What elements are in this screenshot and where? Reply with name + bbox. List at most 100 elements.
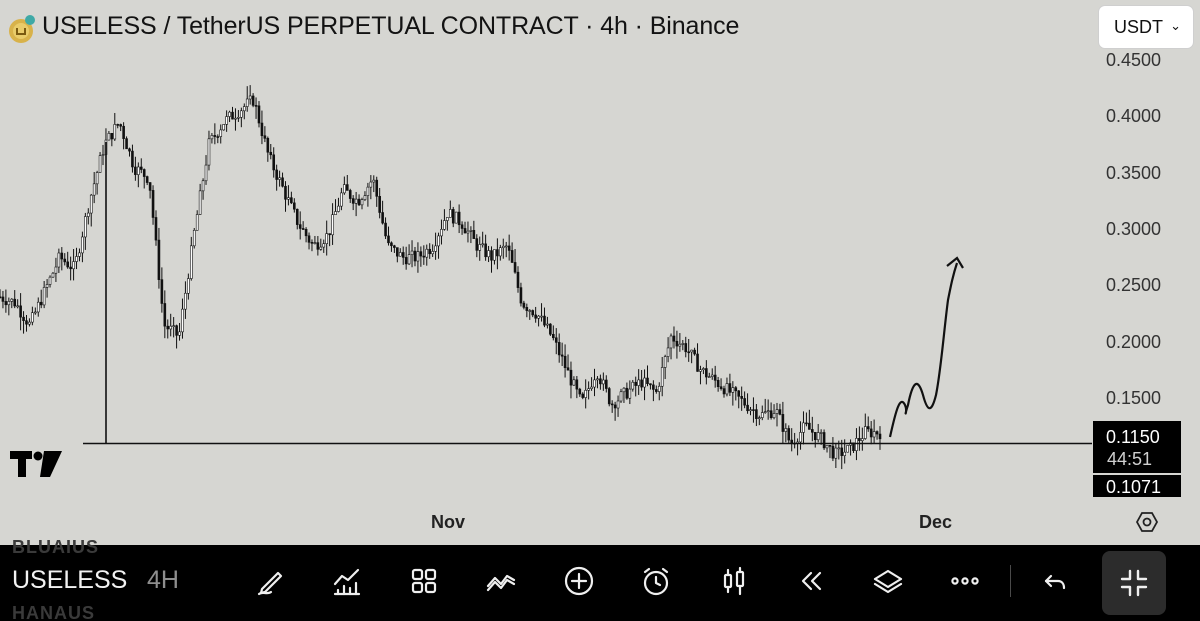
chevron-down-icon: ⌄ (1170, 18, 1181, 33)
candle-body (84, 216, 87, 238)
candle-body (219, 129, 223, 137)
exit-fullscreen-button[interactable] (1102, 551, 1166, 615)
low-price-label: 0.1071 (1106, 477, 1161, 497)
candle-body (478, 244, 482, 251)
candle-body (131, 150, 134, 168)
candle-body (607, 388, 611, 405)
candle-body (4, 301, 8, 306)
candle-body (678, 343, 682, 347)
candle-body (693, 349, 696, 355)
indicators-icon[interactable] (323, 557, 371, 605)
candle-body (463, 228, 467, 234)
candle-body (166, 325, 170, 330)
candle-body (560, 354, 564, 357)
candle-body (66, 261, 69, 268)
candle-body (290, 197, 293, 204)
currency-select[interactable]: USDT ⌄ (1099, 6, 1193, 48)
replay-icon[interactable] (787, 557, 835, 605)
candle-body (522, 302, 526, 308)
candle-body (295, 208, 299, 225)
candle-body (743, 398, 746, 406)
drawing-pen-icon[interactable] (246, 557, 294, 605)
candle-body (616, 400, 620, 409)
candle-body (510, 250, 514, 263)
candle-body (154, 217, 158, 241)
candle-body (396, 247, 399, 257)
candle-body (584, 389, 587, 398)
candle-body (213, 135, 217, 137)
candle-body (778, 409, 782, 415)
candle-body (222, 124, 225, 131)
candle-body (516, 271, 520, 288)
candle-body (313, 242, 317, 244)
candle-body (828, 444, 832, 447)
candle-body (78, 252, 81, 257)
candle-body (587, 388, 590, 391)
candle-body (387, 235, 390, 244)
candle-body (540, 315, 543, 318)
candle-body (378, 196, 381, 213)
candle-body (487, 250, 490, 258)
candle-body (446, 217, 449, 221)
candle-body (113, 124, 117, 140)
low-price-badge (1093, 475, 1181, 497)
more-icon[interactable] (941, 557, 989, 605)
candle-body (702, 368, 705, 371)
candle-body (275, 169, 278, 180)
candle-body (519, 287, 523, 304)
bottom-toolbar: BLUAIUS HANAUS USELESS 4H (0, 537, 1200, 621)
candle-body (784, 428, 788, 432)
alert-clock-icon[interactable] (632, 557, 680, 605)
candle-body (769, 410, 773, 419)
candle-body (837, 447, 841, 450)
toolbar-divider (1010, 565, 1011, 597)
candle-body (357, 198, 361, 206)
candle-body (210, 135, 214, 140)
candle-body (622, 387, 626, 393)
candle-body (472, 230, 476, 239)
compare-icon[interactable] (477, 557, 525, 605)
candle-body (139, 166, 143, 170)
candle-body (257, 105, 261, 124)
candle-body (142, 169, 146, 177)
undo-icon[interactable] (1031, 557, 1079, 605)
price-tick: 0.4000 (1106, 106, 1161, 126)
current-price-badge (1093, 421, 1181, 473)
candle-body (116, 124, 120, 126)
candle-body (198, 190, 202, 215)
candle-body (575, 379, 579, 390)
chart-settings-icon[interactable] (1135, 512, 1159, 532)
candle-body (460, 224, 464, 229)
candle-body (28, 321, 31, 325)
useless-coin-icon (9, 15, 35, 43)
candle-body (216, 136, 220, 138)
candle-body (125, 138, 128, 150)
candle-body (251, 95, 255, 106)
candle-body (201, 180, 205, 192)
layers-icon[interactable] (864, 557, 912, 605)
candle-body (316, 242, 320, 250)
candles-icon[interactable] (710, 557, 758, 605)
candle-body (34, 311, 37, 314)
candle-body (190, 245, 193, 279)
candle-body (752, 409, 755, 411)
candle-body (628, 388, 632, 399)
candle-body (457, 211, 461, 226)
price-chart[interactable]: 0.4500 0.4000 0.3500 0.3000 0.2500 0.200… (0, 0, 1200, 545)
candle-body (690, 349, 693, 353)
candle-body (766, 410, 770, 413)
candle-body (666, 347, 670, 357)
layouts-icon[interactable] (400, 557, 448, 605)
candle-body (781, 414, 785, 432)
add-icon[interactable] (555, 557, 603, 605)
candle-body (319, 246, 323, 250)
candle-body (546, 323, 549, 326)
candle-body (434, 245, 437, 252)
candle-body (722, 388, 726, 395)
candle-body (660, 367, 664, 387)
symbol-selector[interactable]: USELESS (12, 566, 128, 594)
candle-body (875, 431, 879, 435)
candle-body (758, 417, 761, 419)
interval-selector[interactable]: 4H (147, 566, 179, 594)
candle-body (92, 183, 96, 196)
